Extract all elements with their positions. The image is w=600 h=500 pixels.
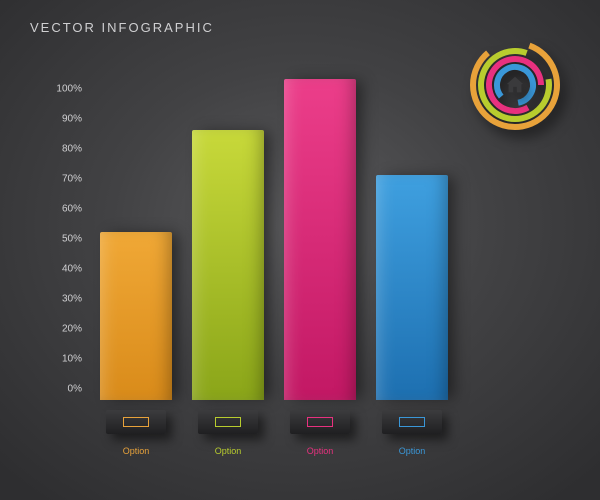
y-tick: 60% bbox=[62, 204, 82, 215]
bar-base bbox=[106, 410, 166, 434]
bar-label: Option bbox=[215, 446, 242, 456]
bar: Option bbox=[192, 130, 264, 400]
page-title: VECTOR INFOGRAPHIC bbox=[30, 20, 214, 35]
y-axis: 0%10%20%30%40%50%60%70%80%90%100% bbox=[40, 100, 90, 400]
bar: Option bbox=[284, 79, 356, 400]
color-swatch bbox=[399, 417, 425, 427]
color-swatch bbox=[307, 417, 333, 427]
bar-base bbox=[198, 410, 258, 434]
y-tick: 30% bbox=[62, 294, 82, 305]
color-swatch bbox=[215, 417, 241, 427]
plot-area: OptionOptionOptionOption bbox=[100, 100, 470, 400]
y-tick: 100% bbox=[56, 84, 82, 95]
color-swatch bbox=[123, 417, 149, 427]
bar: Option bbox=[100, 232, 172, 400]
bar-label: Option bbox=[399, 446, 426, 456]
y-tick: 90% bbox=[62, 114, 82, 125]
home-icon bbox=[504, 74, 526, 96]
bar-label: Option bbox=[307, 446, 334, 456]
y-tick: 20% bbox=[62, 324, 82, 335]
bar-chart: 0%10%20%30%40%50%60%70%80%90%100% Option… bbox=[40, 100, 470, 400]
y-tick: 70% bbox=[62, 174, 82, 185]
bar: Option bbox=[376, 175, 448, 400]
y-tick: 80% bbox=[62, 144, 82, 155]
y-tick: 50% bbox=[62, 234, 82, 245]
ring-badge bbox=[460, 30, 570, 140]
bar-base bbox=[290, 410, 350, 434]
y-tick: 40% bbox=[62, 264, 82, 275]
y-tick: 10% bbox=[62, 354, 82, 365]
bar-label: Option bbox=[123, 446, 150, 456]
bar-base bbox=[382, 410, 442, 434]
y-tick: 0% bbox=[68, 384, 82, 395]
